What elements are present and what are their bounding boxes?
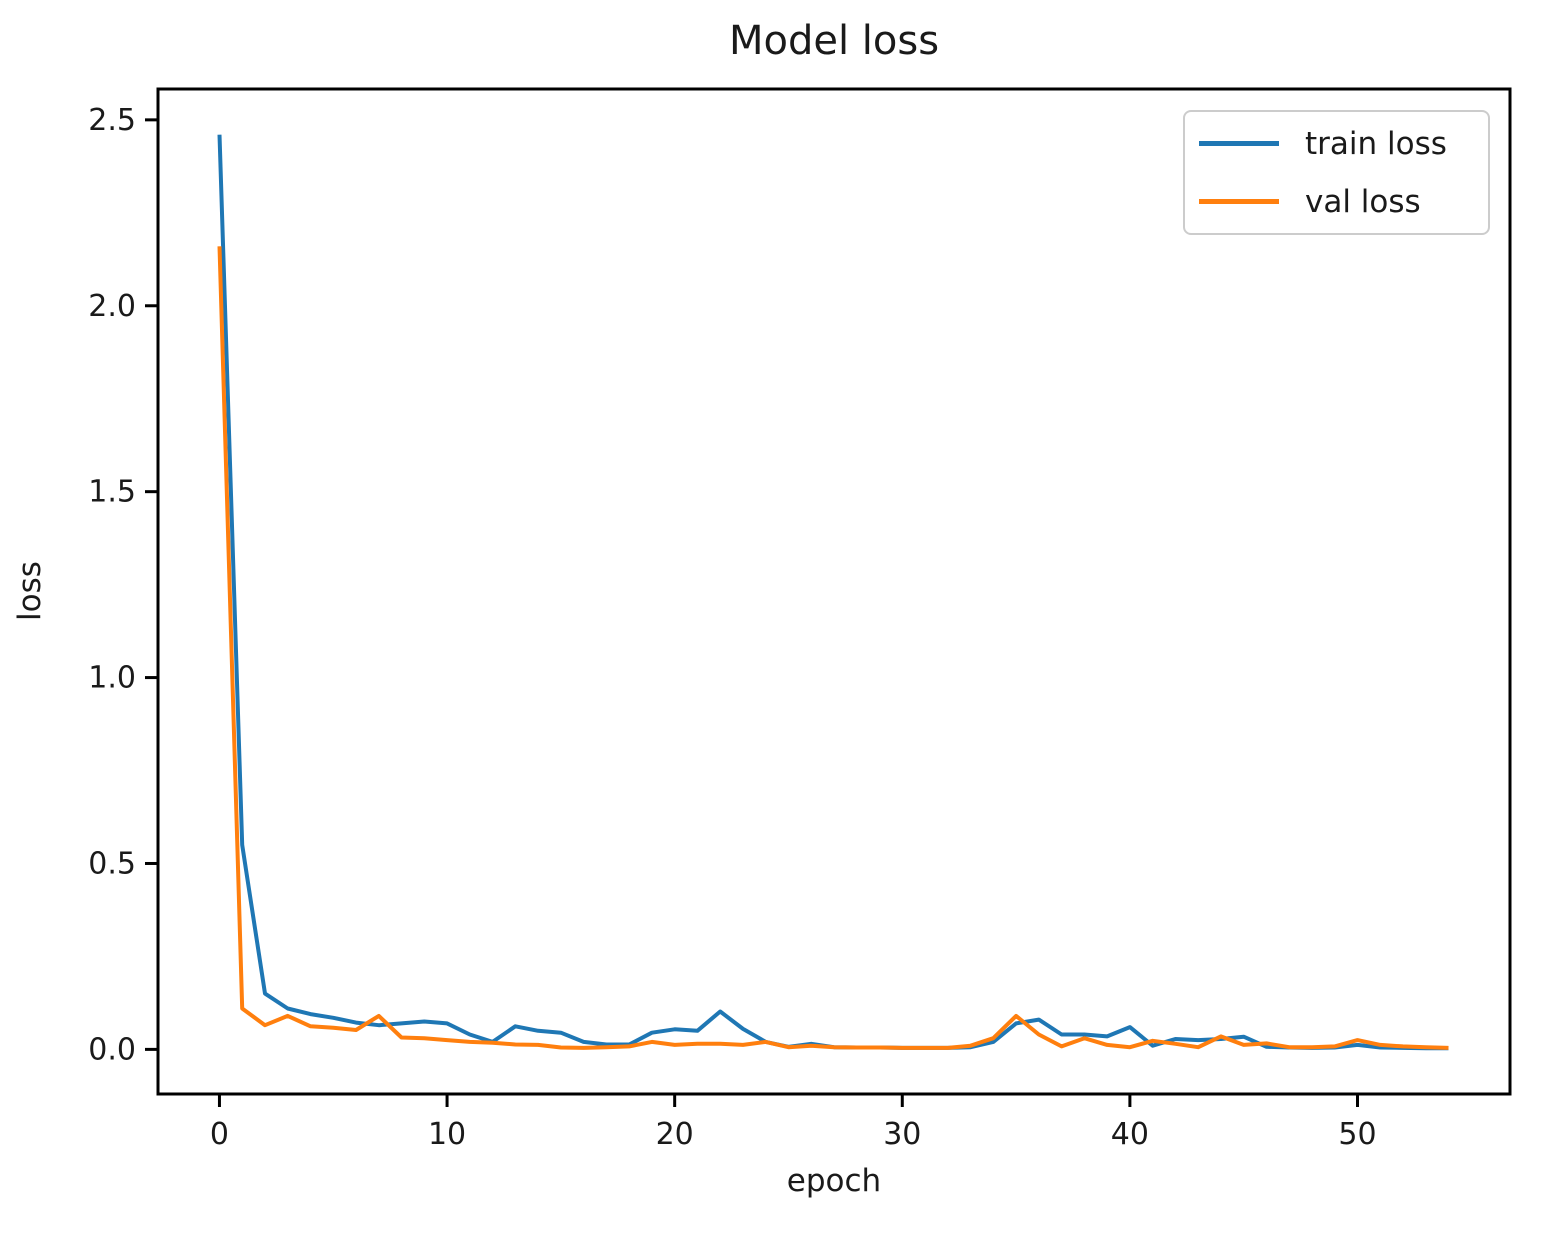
y-tick-label: 0.0 [88, 1032, 136, 1067]
val-loss-line-swatch [1199, 199, 1279, 204]
legend-item-val: val loss [1199, 184, 1474, 220]
x-tick-label: 0 [210, 1117, 229, 1152]
legend: train loss val loss [1183, 110, 1490, 235]
x-tick-label: 40 [1111, 1117, 1149, 1152]
x-tick-label: 10 [428, 1117, 466, 1152]
y-tick-label: 2.0 [88, 289, 136, 324]
y-tick-label: 1.5 [88, 475, 136, 510]
legend-item-train: train loss [1199, 126, 1474, 162]
y-axis-label: loss [12, 561, 48, 621]
legend-label-train: train loss [1305, 125, 1447, 162]
x-tick-label: 30 [883, 1117, 921, 1152]
axis-frame [156, 87, 1512, 1096]
train-loss-line-swatch [1199, 141, 1279, 146]
y-tick-label: 1.0 [88, 661, 136, 696]
y-tick-label: 2.5 [88, 103, 136, 138]
x-tick-label: 20 [656, 1117, 694, 1152]
chart-title: Model loss [728, 18, 940, 64]
x-tick-label: 50 [1338, 1117, 1376, 1152]
val-loss-line [217, 246, 1449, 1050]
x-axis-label: epoch [786, 1163, 882, 1199]
y-tick-label: 0.5 [88, 846, 136, 881]
train-loss-line [217, 134, 1449, 1051]
legend-label-val: val loss [1305, 183, 1421, 220]
